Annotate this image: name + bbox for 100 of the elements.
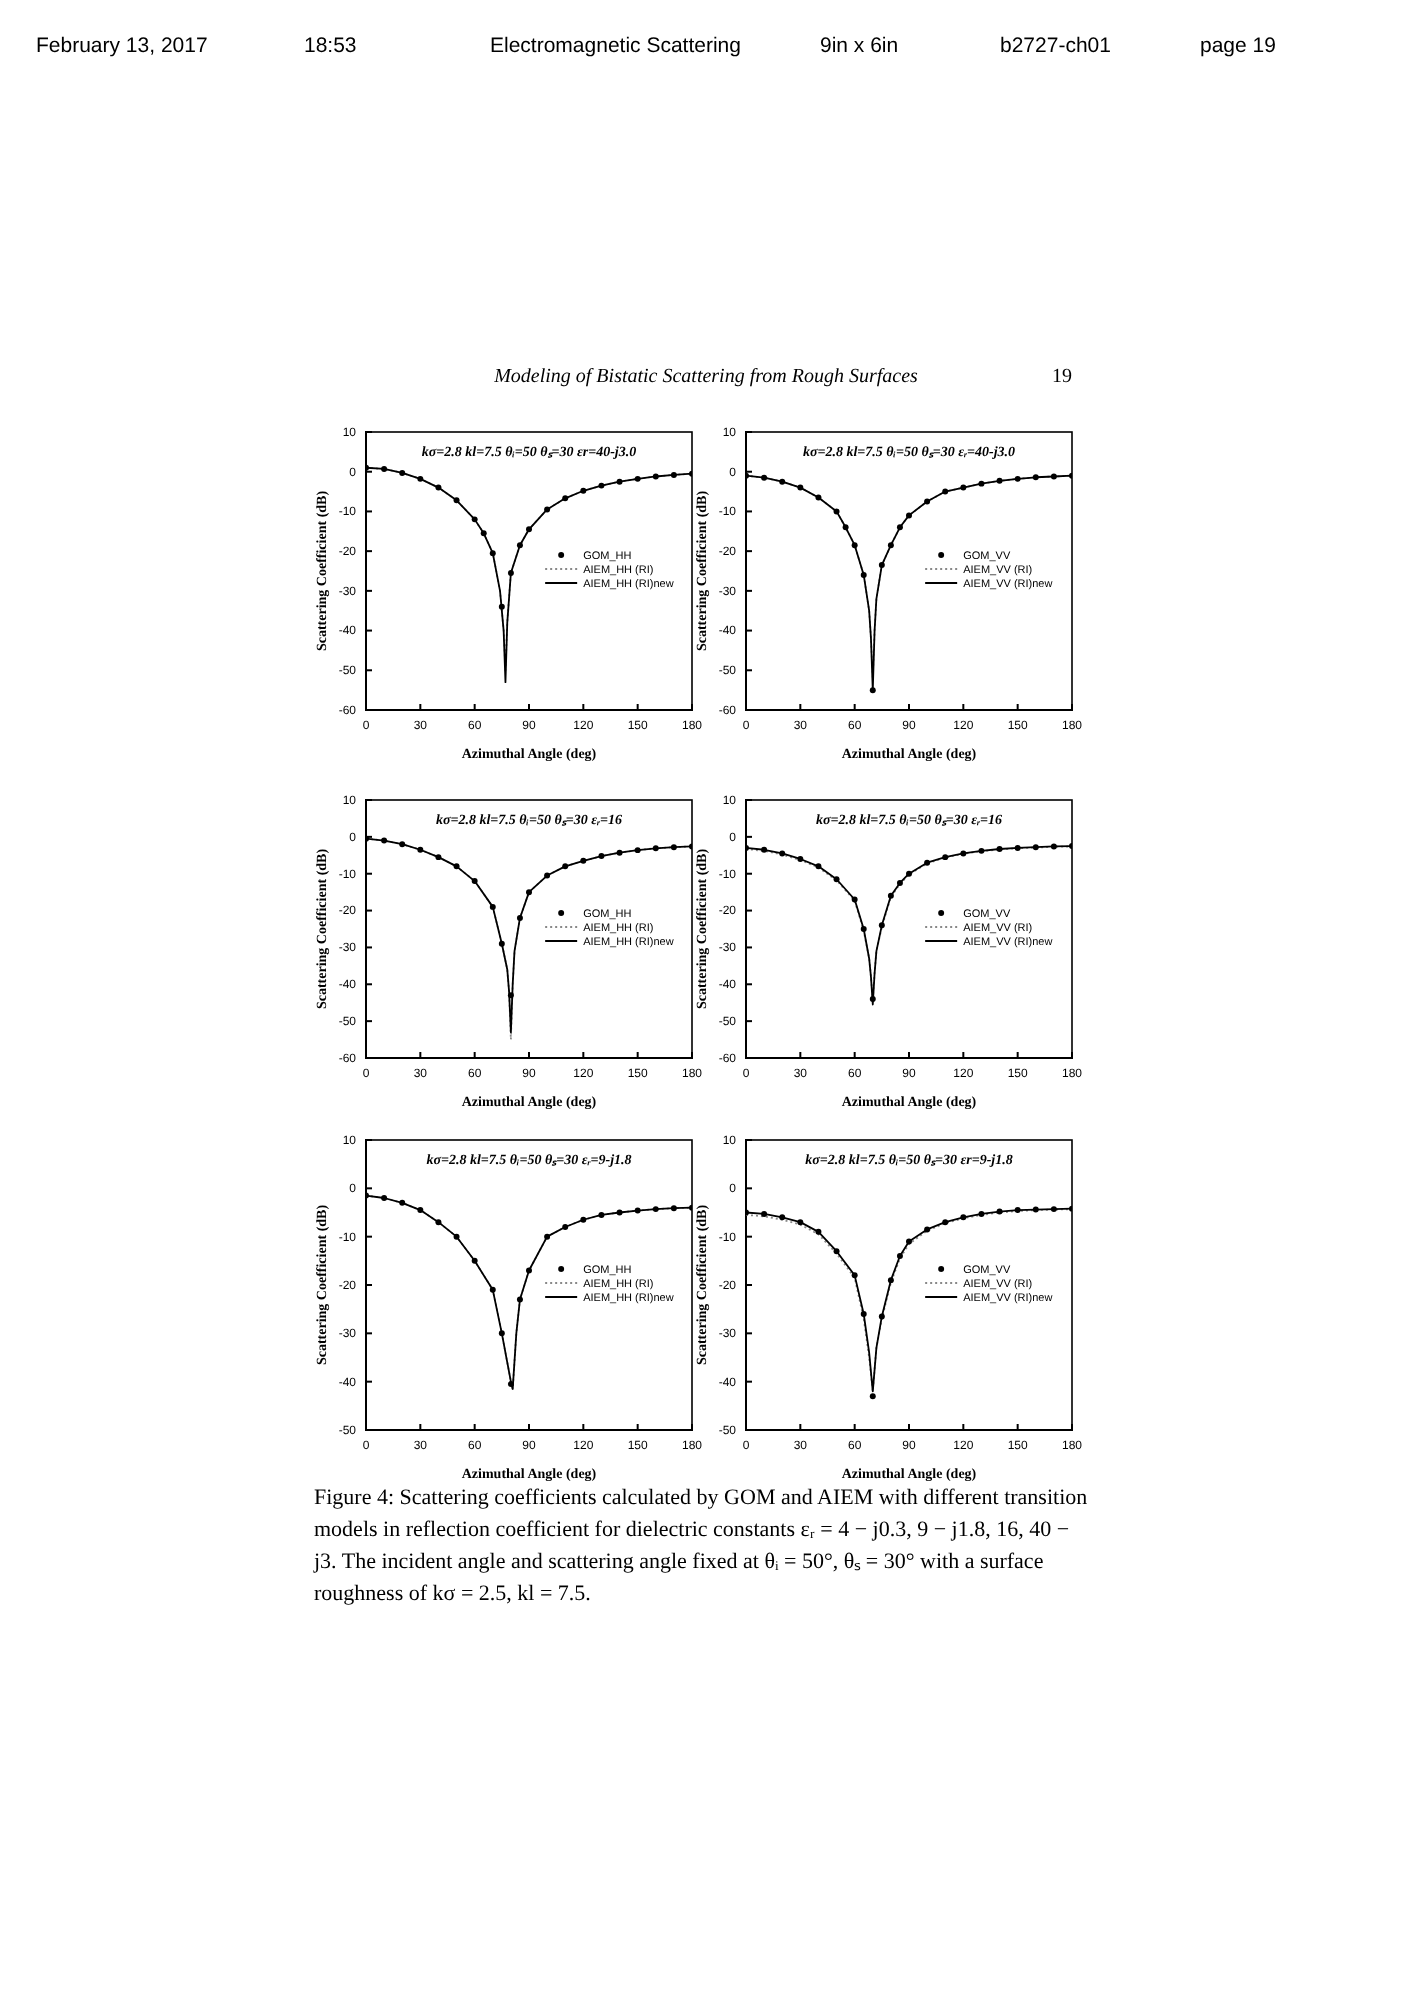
point <box>869 687 876 694</box>
point <box>842 524 849 531</box>
point <box>1050 1206 1057 1213</box>
point <box>435 1219 442 1226</box>
point <box>489 550 496 557</box>
point <box>634 475 641 482</box>
point <box>670 844 677 851</box>
point <box>887 892 894 899</box>
point <box>878 1313 885 1320</box>
text: 18:53 <box>304 34 357 58</box>
point <box>942 854 949 861</box>
point <box>562 495 569 502</box>
point <box>562 863 569 870</box>
point <box>833 508 840 515</box>
point <box>417 1207 424 1214</box>
point <box>471 516 478 523</box>
point <box>480 530 487 537</box>
point <box>616 849 623 856</box>
point <box>833 876 840 883</box>
point <box>562 1224 569 1230</box>
point <box>815 1228 822 1235</box>
text: 19 <box>1052 366 1072 388</box>
point <box>634 847 641 854</box>
point <box>417 475 424 482</box>
point <box>498 1330 505 1337</box>
point <box>869 1393 876 1400</box>
point <box>507 992 514 999</box>
point <box>761 1210 768 1217</box>
point <box>498 940 505 947</box>
point <box>996 1208 1003 1215</box>
point <box>526 889 532 896</box>
point <box>797 484 804 491</box>
point <box>507 1381 514 1388</box>
point <box>489 1286 496 1293</box>
point <box>1050 473 1057 480</box>
point <box>1032 1206 1039 1213</box>
point <box>1032 844 1039 851</box>
point <box>896 879 903 886</box>
text: b2727-ch01 <box>1000 34 1112 58</box>
point <box>779 850 786 857</box>
point <box>960 1214 967 1221</box>
point <box>860 571 867 578</box>
point <box>670 471 677 478</box>
point <box>544 506 551 513</box>
point <box>381 1195 388 1201</box>
point <box>878 922 885 929</box>
point <box>580 487 587 494</box>
point <box>544 1233 551 1240</box>
text: 9in x 6in <box>820 34 899 58</box>
point <box>598 853 605 859</box>
point <box>978 480 985 487</box>
point <box>634 1207 641 1214</box>
point <box>399 1199 406 1206</box>
point <box>417 846 424 853</box>
point <box>779 478 786 485</box>
point <box>544 872 551 879</box>
point <box>942 488 949 495</box>
point <box>526 526 532 533</box>
point <box>887 542 894 549</box>
point <box>652 473 659 480</box>
point <box>435 484 442 491</box>
point <box>833 1248 840 1255</box>
point <box>851 1272 858 1279</box>
point <box>924 498 931 505</box>
point <box>435 854 442 861</box>
point <box>507 570 514 576</box>
point <box>471 878 478 885</box>
point <box>598 482 605 489</box>
point <box>516 1296 523 1303</box>
point <box>860 926 867 932</box>
point <box>616 478 623 485</box>
point <box>399 469 406 476</box>
point <box>381 837 388 844</box>
point <box>670 1205 677 1212</box>
point <box>761 846 768 853</box>
text: page 19 <box>1200 34 1277 58</box>
point <box>851 896 858 903</box>
point <box>1032 474 1039 481</box>
point <box>652 845 659 852</box>
point <box>1014 844 1021 851</box>
point <box>978 847 985 854</box>
point <box>960 850 967 857</box>
point <box>996 477 1003 484</box>
point <box>797 1219 804 1226</box>
point <box>896 1253 903 1259</box>
point <box>851 542 858 549</box>
point <box>453 863 460 870</box>
point <box>779 1214 786 1221</box>
point <box>896 524 903 531</box>
point <box>598 1211 605 1218</box>
caption: Figure 4: Scattering coefficients calculated by GOM and AIEM with different transition models in reflection coefficient for dielectric constants εᵣ = 4 − j0.3, 9 − j1.8, 16, 40 − j3. The incident angle and scattering angle fixed at θᵢ = 50°, θₛ = 30° with a surface roughness of kσ = 2.5, kl = 7.5. <box>312 1486 1089 1606</box>
point <box>942 1219 949 1226</box>
point <box>878 562 885 569</box>
point <box>471 1257 478 1264</box>
point <box>906 512 912 519</box>
point <box>815 494 822 501</box>
point <box>860 1311 867 1317</box>
point <box>924 859 931 866</box>
point <box>761 474 768 481</box>
point <box>906 1238 912 1245</box>
